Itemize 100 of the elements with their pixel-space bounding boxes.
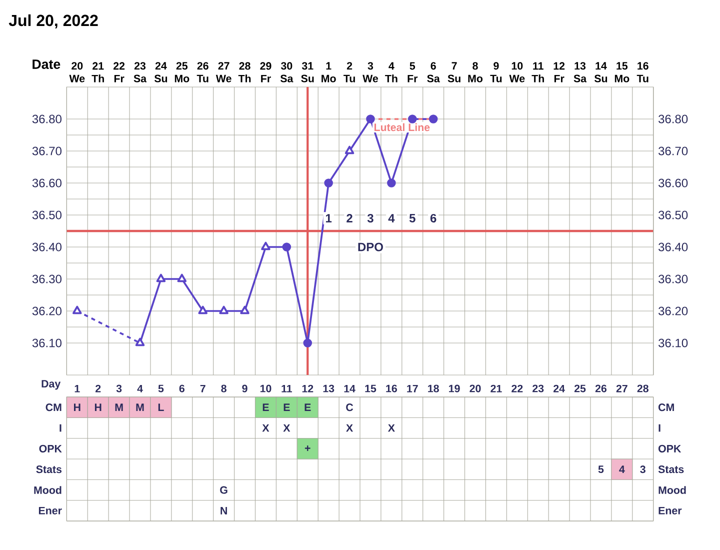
- y-tick-label: 36.50: [32, 210, 62, 220]
- text: M: [115, 404, 123, 412]
- x-tick-label: 26 Tu: [196, 62, 208, 82]
- x-tick-label: 11 Th: [532, 62, 544, 82]
- text: +: [304, 446, 310, 451]
- x-tick-label: 13: [323, 384, 334, 392]
- annotation: 4: [388, 214, 395, 222]
- x-tick-label: 24 Su: [154, 62, 168, 82]
- y2-tick-label: CM: [658, 404, 674, 412]
- point: [156, 274, 166, 282]
- text: 5: [598, 466, 604, 474]
- point: [261, 242, 270, 250]
- x-tick-label: 14 Su: [594, 62, 608, 82]
- y-tick-label: 36.70: [32, 146, 62, 156]
- x-tick-label: 7: [200, 384, 206, 392]
- x-tick-label: 1: [74, 384, 80, 392]
- y2-tick-label: Mood: [658, 486, 686, 494]
- x-tick-label: 18: [428, 384, 439, 392]
- y-tick-label: Stats: [36, 466, 62, 474]
- x-tick-label: 5: [158, 384, 164, 392]
- text: N: [220, 507, 227, 514]
- x-tick-label: 4: [137, 384, 143, 392]
- x-tick-label: 9 Tu: [490, 62, 502, 82]
- y-tick-label: 36.40: [32, 242, 62, 252]
- annotation: 3: [367, 214, 374, 222]
- x-tick-label: 14: [344, 384, 356, 392]
- point: [366, 114, 375, 124]
- y-tick-label: Mood: [34, 486, 62, 494]
- x-tick-label: 20: [470, 384, 481, 392]
- y2-tick-label: Stats: [658, 466, 684, 474]
- y2-tick-label: 36.40: [658, 242, 688, 252]
- y2-tick-label: 36.80: [658, 114, 688, 124]
- x-tick-label: 8 Mo: [468, 62, 483, 82]
- y-tick-label: CM: [46, 404, 62, 412]
- x-tick-label: 11: [282, 384, 292, 392]
- text: H: [74, 404, 80, 412]
- point: [198, 306, 208, 314]
- x-tick-label: 16 Tu: [636, 62, 648, 82]
- point: [72, 306, 82, 314]
- point: [324, 178, 333, 188]
- x-tick-label: 7 Su: [448, 62, 460, 82]
- x-tick-label: 12 Fr: [554, 62, 565, 82]
- x-tick-label: 25: [574, 384, 586, 392]
- x-tick-label: 13 Sa: [574, 62, 587, 82]
- point: [344, 146, 354, 154]
- x-tick-label: 21 Th: [92, 62, 104, 82]
- x-tick-label: 19: [449, 384, 460, 392]
- text: E: [284, 404, 290, 412]
- annotation: 6: [430, 214, 436, 222]
- y-tick-label: Ener: [38, 506, 62, 514]
- x-tick-label: 10 We: [509, 62, 525, 82]
- x-tick-label: 23: [532, 384, 544, 392]
- point: [240, 306, 250, 314]
- x-tick-label: 27: [616, 384, 628, 392]
- y2-tick-label: Ener: [658, 506, 682, 514]
- x-tick-label: 28: [637, 384, 648, 392]
- y2-tick-label: 36.60: [658, 178, 688, 188]
- y2-tick-label: 36.20: [658, 306, 688, 316]
- x-tick-label: 30 Sa: [280, 62, 294, 82]
- series-label: Luteal Line: [374, 123, 430, 132]
- x-tick-label: 26: [595, 384, 606, 392]
- point: [303, 338, 312, 348]
- y-tick-label: OPK: [39, 444, 62, 452]
- x-axis-title: Date: [32, 60, 60, 69]
- text: 4: [619, 466, 625, 474]
- y2-tick-label: 36.50: [658, 210, 688, 220]
- annotation: DPO: [358, 242, 383, 252]
- text: M: [136, 404, 144, 412]
- annotation: 5: [409, 214, 416, 222]
- x-tick-label: 8: [221, 384, 226, 392]
- point: [282, 242, 292, 252]
- y2-tick-label: 36.10: [658, 338, 688, 348]
- annotation: 1: [326, 214, 332, 222]
- y-tick-label: 36.80: [32, 114, 62, 124]
- x-tick-label: 28 Th: [238, 62, 251, 82]
- y-tick-label: 36.10: [32, 338, 62, 348]
- x-tick-label: 2: [96, 384, 101, 392]
- text: X: [346, 424, 353, 432]
- text: E: [262, 404, 269, 412]
- text: C: [346, 404, 354, 412]
- x-tick-label: 22 Fr: [113, 62, 125, 82]
- x-tick-label: 10: [260, 384, 272, 392]
- x-tick-label: 27 We: [216, 62, 232, 82]
- x-tick-label: 25 Mo: [174, 62, 190, 82]
- chart-title: Jul 20, 2022: [8, 14, 98, 28]
- text: H: [94, 404, 102, 412]
- y2-tick-label: OPK: [658, 444, 682, 452]
- point: [387, 178, 396, 188]
- x-tick-label: 12: [302, 384, 314, 392]
- text: L: [158, 404, 164, 412]
- y-tick-label: 36.20: [32, 306, 62, 316]
- text: X: [262, 424, 270, 432]
- x-axis-title: Day: [42, 380, 61, 390]
- x-tick-label: 4 Th: [385, 62, 398, 82]
- annotation: 2: [346, 214, 352, 222]
- y2-tick-label: I: [658, 424, 660, 432]
- point: [177, 274, 187, 282]
- text: G: [220, 486, 228, 494]
- x-tick-label: 9: [242, 384, 248, 392]
- x-tick-label: 20 We: [69, 62, 85, 82]
